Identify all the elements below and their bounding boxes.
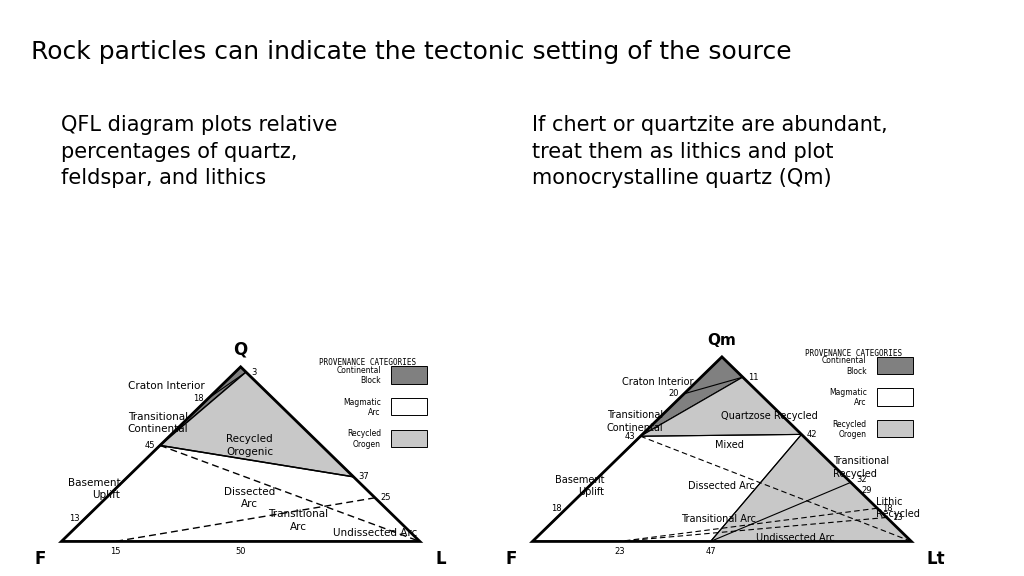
Text: 11: 11 bbox=[748, 373, 759, 382]
Text: Transitional
Recycled: Transitional Recycled bbox=[833, 456, 889, 479]
Text: Transitional Arc: Transitional Arc bbox=[681, 514, 756, 524]
Text: 45: 45 bbox=[144, 441, 155, 450]
FancyBboxPatch shape bbox=[391, 398, 427, 415]
Polygon shape bbox=[61, 367, 246, 541]
Text: Craton Interior: Craton Interior bbox=[128, 381, 205, 391]
Text: Magmatic
Arc: Magmatic Arc bbox=[343, 397, 381, 417]
Text: Q: Q bbox=[233, 340, 248, 358]
Text: Lithic
Recycled: Lithic Recycled bbox=[877, 497, 920, 520]
FancyBboxPatch shape bbox=[391, 430, 427, 447]
Text: If chert or quartzite are abundant,
treat them as lithics and plot
monocrystalli: If chert or quartzite are abundant, trea… bbox=[532, 115, 888, 188]
Text: Transitional
Arc: Transitional Arc bbox=[268, 509, 328, 532]
FancyBboxPatch shape bbox=[877, 357, 912, 374]
Text: Recycled
Orogen: Recycled Orogen bbox=[347, 429, 381, 449]
Text: Lt: Lt bbox=[927, 550, 945, 568]
Text: 32: 32 bbox=[856, 475, 866, 484]
Text: 29: 29 bbox=[861, 486, 872, 495]
FancyBboxPatch shape bbox=[877, 420, 912, 437]
Text: Undissected Arc: Undissected Arc bbox=[757, 533, 836, 543]
Text: 15: 15 bbox=[110, 547, 121, 556]
Text: 18: 18 bbox=[193, 394, 203, 403]
Text: F: F bbox=[35, 550, 46, 568]
Text: Dissected
Arc: Dissected Arc bbox=[224, 487, 275, 509]
Polygon shape bbox=[711, 434, 911, 541]
Text: Magmatic
Arc: Magmatic Arc bbox=[828, 388, 866, 407]
Text: Recycled
Orogenic: Recycled Orogenic bbox=[226, 434, 273, 457]
FancyBboxPatch shape bbox=[877, 388, 912, 406]
Text: 13: 13 bbox=[892, 513, 902, 522]
Text: Transitional
Continental: Transitional Continental bbox=[128, 411, 188, 434]
Text: 18: 18 bbox=[551, 504, 561, 513]
Text: 37: 37 bbox=[358, 472, 370, 482]
Text: Undissected Arc: Undissected Arc bbox=[333, 528, 417, 538]
Text: Craton Interior: Craton Interior bbox=[622, 377, 693, 388]
Text: Quartzose Recycled: Quartzose Recycled bbox=[721, 411, 817, 420]
Text: QFL diagram plots relative
percentages of quartz,
feldspar, and lithics: QFL diagram plots relative percentages o… bbox=[61, 115, 338, 188]
Text: 13: 13 bbox=[69, 514, 80, 523]
Text: PROVENANCE CATEGORIES: PROVENANCE CATEGORIES bbox=[319, 358, 417, 367]
Text: 23: 23 bbox=[614, 547, 625, 556]
Text: F: F bbox=[506, 550, 517, 568]
Text: Mixed: Mixed bbox=[715, 441, 743, 450]
Text: Basement
Uplift: Basement Uplift bbox=[555, 475, 604, 497]
Text: Dissected Arc: Dissected Arc bbox=[688, 481, 756, 491]
Text: 42: 42 bbox=[807, 430, 817, 439]
Text: L: L bbox=[435, 550, 445, 568]
Text: Recycled
Orogen: Recycled Orogen bbox=[833, 419, 866, 439]
Text: 25: 25 bbox=[380, 493, 391, 502]
Text: 50: 50 bbox=[236, 547, 246, 556]
Text: 47: 47 bbox=[706, 547, 716, 556]
Polygon shape bbox=[640, 377, 802, 436]
Text: 3: 3 bbox=[251, 367, 256, 377]
Text: Continental
Block: Continental Block bbox=[822, 356, 866, 376]
Text: Transitional
Continental: Transitional Continental bbox=[606, 410, 663, 433]
Text: PROVENANCE CATEGORIES: PROVENANCE CATEGORIES bbox=[805, 349, 902, 358]
Text: 20: 20 bbox=[669, 389, 679, 398]
FancyBboxPatch shape bbox=[391, 366, 427, 384]
Text: 43: 43 bbox=[625, 432, 635, 441]
Text: 18: 18 bbox=[883, 504, 893, 513]
Polygon shape bbox=[160, 372, 353, 477]
Polygon shape bbox=[532, 357, 742, 541]
Text: Rock particles can indicate the tectonic setting of the source: Rock particles can indicate the tectonic… bbox=[31, 40, 792, 65]
Text: Continental
Block: Continental Block bbox=[336, 366, 381, 385]
Text: Qm: Qm bbox=[708, 334, 736, 348]
Text: Basement
Uplift: Basement Uplift bbox=[68, 478, 121, 501]
